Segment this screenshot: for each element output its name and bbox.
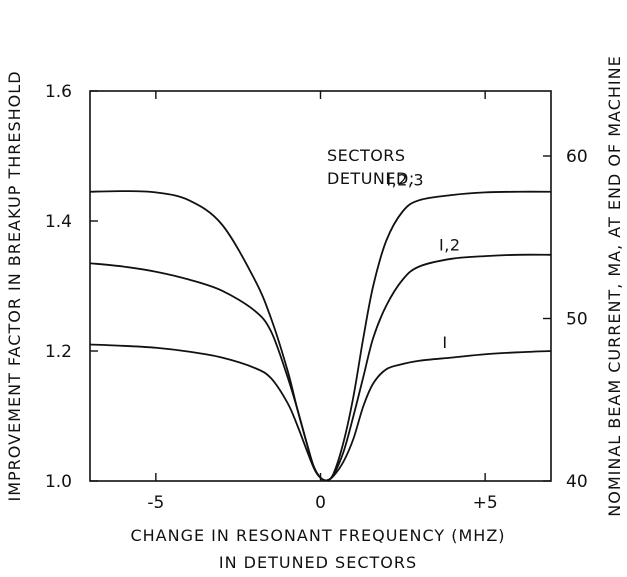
x-tick-label: -5 bbox=[147, 493, 164, 513]
x-tick-label: +5 bbox=[473, 493, 498, 513]
y-tick-label: 1.6 bbox=[45, 82, 72, 102]
x-tick-label: 0 bbox=[315, 493, 326, 513]
annotation-detuned: DETUNED: bbox=[327, 169, 415, 188]
x-axis-title: CHANGE IN RESONANT FREQUENCY (MHZ) bbox=[130, 526, 505, 545]
series-label: I,2,3 bbox=[386, 170, 424, 189]
annotation-sectors: SECTORS bbox=[327, 146, 406, 165]
series-label: I bbox=[442, 333, 447, 352]
y-tick-label: 1.0 bbox=[45, 472, 72, 492]
y2-tick-label: 50 bbox=[566, 310, 588, 330]
y2-tick-label: 60 bbox=[566, 147, 588, 167]
y-tick-label: 1.2 bbox=[45, 342, 72, 362]
series-line bbox=[89, 253, 552, 482]
series-layer: I I,2 I,2,3 bbox=[89, 170, 552, 482]
x-axis-ticks: -5 0 +5 bbox=[147, 91, 498, 513]
y2-tick-label: 40 bbox=[566, 472, 588, 492]
series-line bbox=[89, 190, 552, 482]
series-label: I,2 bbox=[439, 235, 460, 254]
x-axis-title-line2: IN DETUNED SECTORS bbox=[219, 553, 417, 572]
y-axis-ticks: 1.0 1.2 1.4 1.6 bbox=[45, 82, 98, 492]
y-tick-label: 1.4 bbox=[45, 212, 72, 232]
series-line bbox=[89, 343, 552, 482]
y2-axis-title: NOMINAL BEAM CURRENT, MA, AT END OF MACH… bbox=[605, 55, 624, 516]
y2-axis-ticks: 40 50 60 bbox=[543, 147, 588, 492]
plot-frame bbox=[89, 90, 552, 482]
y-axis-title: IMPROVEMENT FACTOR IN BREAKUP THRESHOLD bbox=[5, 70, 24, 501]
